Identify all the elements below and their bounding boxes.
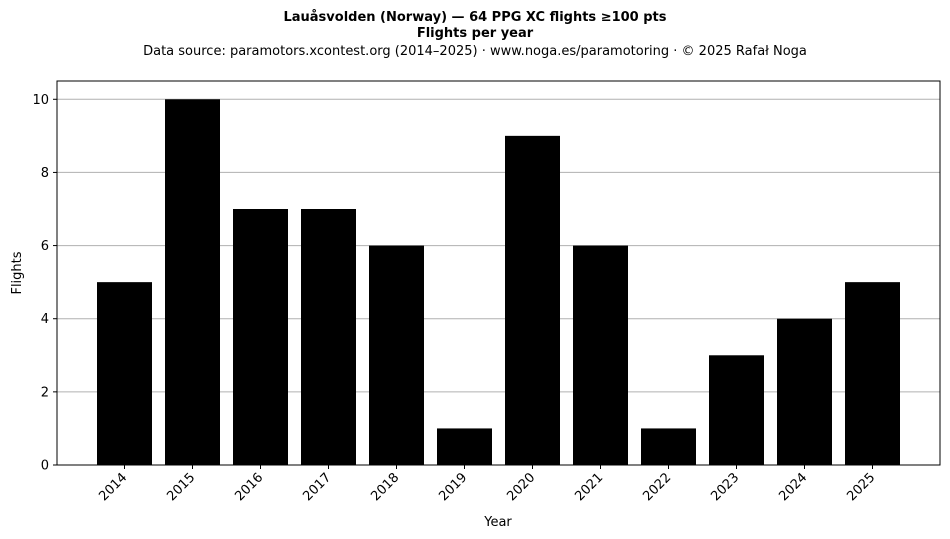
bar-2016: [233, 209, 288, 465]
bar-2014: [97, 282, 152, 465]
y-axis-ticks: 0 2 4 6 8 10: [32, 93, 57, 474]
x-tick-label: 2022: [640, 470, 674, 504]
bar-2022: [641, 428, 696, 465]
y-axis-label: Flights: [10, 251, 25, 294]
x-tick-label: 2021: [572, 470, 606, 504]
bar-2017: [301, 209, 356, 465]
bar-2024: [777, 318, 832, 465]
data-source-note: Data source: paramotors.xcontest.org (20…: [143, 44, 807, 59]
bars: [97, 99, 900, 466]
bar-2023: [709, 355, 764, 465]
x-tick-label: 2024: [776, 470, 810, 504]
x-axis-label: Year: [483, 515, 512, 530]
plot-frame: [56, 80, 941, 466]
y-tick-label: 2: [41, 385, 49, 400]
x-tick-label: 2018: [368, 470, 402, 504]
bar-2025: [845, 282, 900, 465]
bar-2015: [165, 99, 220, 466]
x-tick-label: 2014: [96, 470, 130, 504]
bar-2019: [437, 428, 492, 465]
x-tick-label: 2019: [436, 470, 470, 504]
y-tick-label: 10: [32, 93, 49, 108]
chart-subtitle: Flights per year: [416, 26, 534, 41]
x-tick-label: 2017: [300, 470, 334, 504]
x-tick-label: 2025: [844, 470, 878, 504]
y-tick-label: 6: [41, 239, 49, 254]
bar-2021: [573, 245, 628, 465]
x-tick-label: 2020: [504, 470, 538, 504]
x-tick-label: 2016: [232, 470, 266, 504]
bar-2018: [369, 245, 424, 465]
bar-2020: [505, 135, 560, 465]
y-tick-label: 0: [41, 459, 49, 474]
x-tick-label: 2015: [164, 470, 198, 504]
title-block: Lauåsvolden (Norway) — 64 PPG XC flights…: [0, 10, 950, 60]
x-axis-ticks: 2014 2015 2016 2017 2018 2019 2020 2021 2022 2023…: [96, 465, 878, 504]
x-tick-label: 2023: [708, 470, 742, 504]
y-tick-label: 4: [41, 312, 49, 327]
chart-title: Lauåsvolden (Norway) — 64 PPG XC flights…: [283, 10, 667, 25]
y-tick-label: 8: [41, 166, 49, 181]
